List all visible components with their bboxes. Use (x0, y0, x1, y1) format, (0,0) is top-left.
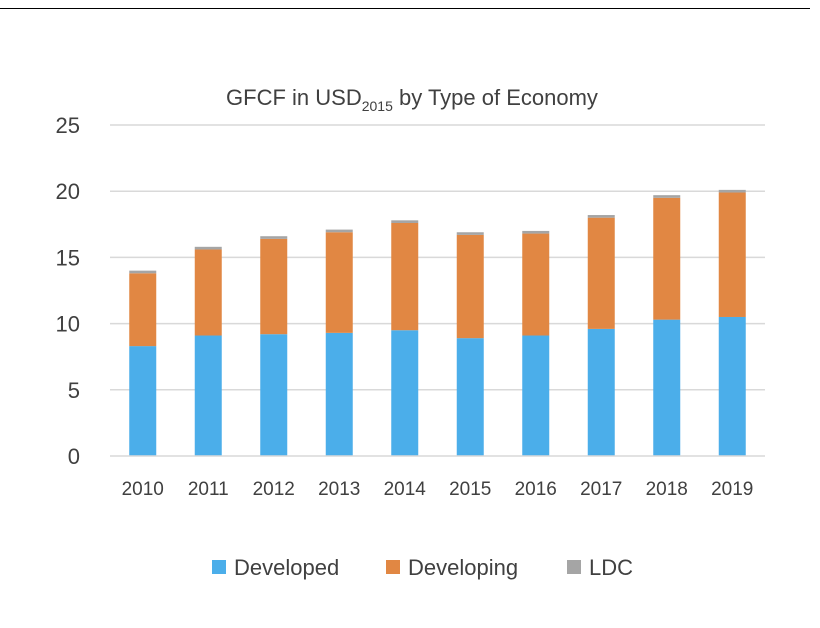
legend-swatch-developed (212, 560, 226, 574)
bar-segment-developed (653, 319, 681, 456)
bar-segment-ldc (718, 189, 746, 193)
bar-segment-developing (194, 249, 222, 336)
bar-segment-developing (653, 197, 681, 320)
bar-segment-developing (718, 192, 746, 317)
bar-segment-developed (260, 334, 288, 456)
bar-segment-ldc (653, 195, 681, 198)
chart-title-rest: by Type of Economy (393, 85, 598, 110)
bar-segment-developing (325, 232, 353, 333)
bar-segment-ldc (456, 232, 484, 235)
legend: Developed Developing LDC (212, 555, 633, 580)
y-tick-label: 5 (68, 378, 80, 403)
bar-segment-developing (456, 234, 484, 339)
y-tick-label: 25 (56, 113, 80, 138)
x-tick-label: 2017 (580, 479, 622, 500)
x-tick-label: 2011 (188, 479, 229, 500)
x-tick-label: 2010 (122, 479, 164, 500)
x-tick-label: 2018 (646, 479, 688, 500)
x-tick-label: 2016 (515, 479, 557, 500)
legend-label-developing: Developing (408, 555, 518, 580)
y-tick-label: 15 (56, 245, 80, 270)
bar-segment-ldc (194, 246, 222, 250)
bar-segment-ldc (325, 229, 353, 233)
chart-title-subscript: 2015 (362, 98, 393, 114)
x-tick-label: 2019 (711, 479, 753, 500)
bar-segment-ldc (391, 220, 419, 223)
bar-segment-developed (522, 335, 550, 456)
chart-title: GFCF in USD2015 by Type of Economy (226, 85, 598, 114)
bar-segment-developed (325, 332, 353, 456)
bar-segment-developing (260, 238, 288, 335)
legend-label-developed: Developed (234, 555, 339, 580)
bar-segment-developed (129, 346, 157, 456)
legend-swatch-developing (386, 560, 400, 574)
bar-segment-developing (587, 217, 615, 329)
top-rule (0, 8, 810, 9)
legend-swatch-ldc (567, 560, 581, 574)
y-tick-label: 0 (68, 444, 80, 469)
bar-segment-developed (587, 328, 615, 456)
bars (129, 189, 746, 456)
bar-segment-ldc (129, 270, 157, 274)
bar-segment-developed (194, 335, 222, 456)
bar-segment-developing (391, 222, 419, 331)
chart-title-main: GFCF in USD (226, 85, 362, 110)
x-tick-label: 2014 (384, 479, 427, 500)
bar-segment-ldc (260, 236, 288, 239)
bar-segment-ldc (587, 215, 615, 218)
bar-segment-ldc (522, 230, 550, 234)
bar-segment-developed (456, 338, 484, 456)
bar-segment-developing (522, 233, 550, 336)
bar-segment-developed (391, 330, 419, 456)
x-tick-label: 2015 (449, 479, 491, 500)
y-axis-ticks: 0 5 10 15 20 25 (56, 113, 80, 469)
x-tick-label: 2013 (318, 479, 360, 500)
y-tick-label: 10 (56, 312, 80, 337)
x-tick-label: 2012 (253, 479, 295, 500)
legend-label-ldc: LDC (589, 555, 633, 580)
bar-segment-developed (718, 316, 746, 456)
bar-segment-developing (129, 273, 157, 347)
y-tick-label: 20 (56, 179, 80, 204)
x-axis-ticks: 2010 2011 2012 2013 2014 2015 2016 2017 2018 2019 (122, 479, 754, 500)
